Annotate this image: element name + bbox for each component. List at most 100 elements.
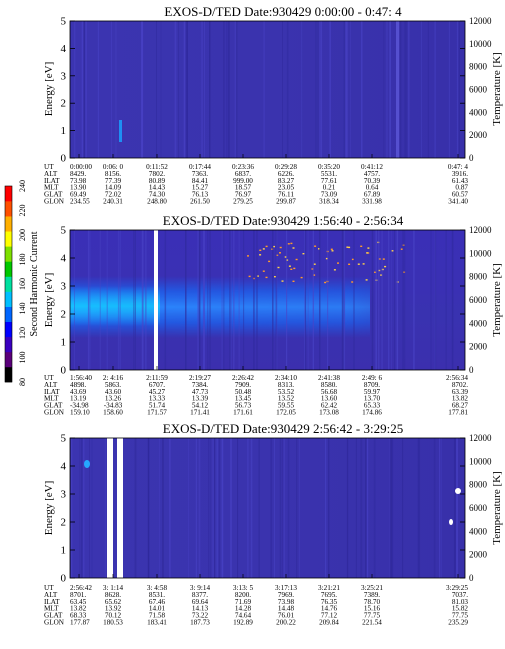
panel-1-bright-column [396,21,399,158]
spectrogram-streak [390,438,393,578]
spectrogram-streak [186,21,188,158]
table-cell: 0:17:44 [189,163,211,171]
table-cell: 8702. [452,381,468,389]
table-cell: 3:29:25 [446,584,468,592]
table-cell: 43.60 [105,388,122,396]
panel-2-scatter-dot [346,246,349,248]
spectrogram-streak [454,438,456,578]
spectrogram-streak [141,230,144,370]
spectrogram-streak [178,21,179,158]
table-cell: 0.21 [323,184,336,192]
table-cell: 14.13 [192,605,209,613]
table-cell: 13.26 [105,395,122,403]
table-cell: 8628. [105,591,121,599]
spectrogram-streak [453,438,456,578]
table-cell: 2:49: 6 [362,374,383,382]
spectrogram-streak [456,438,458,578]
table-cell: 78.70 [364,598,381,606]
spectrogram-streak [301,21,303,158]
spectrogram-streak [204,21,205,158]
spectrogram-streak [134,438,137,578]
spectrogram-streak [198,230,201,370]
panel-2-scatter-dot [391,250,394,252]
table-row-label: ILAT [44,177,60,185]
table-cell: 0:11:52 [146,163,168,171]
panel-2-scatter-dot [403,271,406,273]
spectrogram-streak [183,21,186,158]
spectrogram-streak [83,438,85,578]
spectrogram-streak [456,21,458,158]
table-cell: 13.60 [321,395,338,403]
panel-2-scatter-dot [277,266,280,269]
spectrogram-streak [366,438,369,578]
table-cell: 183.41 [147,619,167,627]
panel-2-y2-tick-label: 8000 [469,272,488,282]
panel-3-y-axis-label: Energy [eV] [43,481,55,535]
panel-2-scatter-dot [402,244,405,246]
table-cell: 8701. [70,591,86,599]
table-cell: 159.10 [70,409,90,417]
table-cell: 62.42 [321,402,338,410]
spectrogram-streak [282,21,283,158]
panel-1-y-tick-label: 2 [61,98,67,110]
panel-2-y-tick-label: 5 [61,225,67,237]
spectrogram-streak [270,438,273,578]
colorbar-tick-label: 160 [18,278,27,290]
panel-3-feature-blob [84,460,90,468]
spectrogram-streak [360,438,363,578]
panel-2-scatter-dot [256,275,259,277]
spectrogram-streak [439,438,441,578]
table-cell: 0:35:20 [318,163,340,171]
spectrogram-streak [250,438,253,578]
table-cell: 2:41:38 [318,374,340,382]
table-cell: 8580. [321,381,337,389]
panel-2-scatter-dot [351,281,354,283]
panel-2-spectrogram-streaks [74,230,454,370]
panel-2-scatter-dot [378,258,381,260]
spectrogram-streak [237,438,239,578]
table-cell: 83.27 [278,177,295,185]
table-cell: 15.16 [364,605,381,613]
table-cell: 76.11 [278,191,294,199]
spectrogram-streak [201,21,203,158]
table-cell: 73.09 [321,191,338,199]
table-cell: 0.87 [455,184,468,192]
colorbar-swatch [5,276,12,292]
table-cell: 240.31 [103,198,123,206]
table-cell: 63.39 [452,388,469,396]
colorbar-ticks: 80 100 120 140 160 180 200 220 240 [18,180,27,386]
colorbar-swatch [5,261,12,277]
table-cell: 171.41 [190,409,210,417]
table-cell: 200.22 [276,619,296,627]
spectrogram-streak [209,438,211,578]
table-cell: 235.29 [448,619,468,627]
spectrogram-streak [188,438,189,578]
spectrogram-streak [305,230,307,370]
panel-3-data-gap-b [117,438,123,578]
panel-3-y2-tick-label: 6000 [469,503,488,513]
panel-2-scatter-dot [311,268,314,270]
spectrogram-streak [391,230,392,370]
table-row-label: GLON [44,409,65,417]
table-cell: 7037. [452,591,468,599]
panel-2-scatter-dot [268,260,271,263]
table-cell: 68.27 [452,402,469,410]
table-row-label: GLON [44,198,65,206]
spectrogram-streak [222,438,224,578]
panel-2-scatter-dot [273,245,275,248]
table-cell: 72.02 [105,191,122,199]
panel-1-y-axis-label: Energy [eV] [43,62,55,116]
spectrogram-streak [263,21,265,158]
panel-1-y2-tick-label: 0 [469,153,474,163]
panel-2-scatter-dot [367,252,370,254]
panel-1-orbit-table: UT 0:00:00 0:06: 0 0:11:52 0:17:44 0:23:36 0:2… [44,163,468,206]
table-cell: 13.19 [70,395,87,403]
colorbar-swatch [5,336,12,353]
table-cell: 67.89 [364,191,381,199]
spectrogram-streak [209,21,210,158]
table-cell: 3:17:13 [275,584,297,592]
table-cell: 999.00 [233,177,253,185]
table-cell: 3:21:21 [318,584,340,592]
table-row-label: ALT [44,381,58,389]
panel-2-scatter-dot [333,269,336,271]
